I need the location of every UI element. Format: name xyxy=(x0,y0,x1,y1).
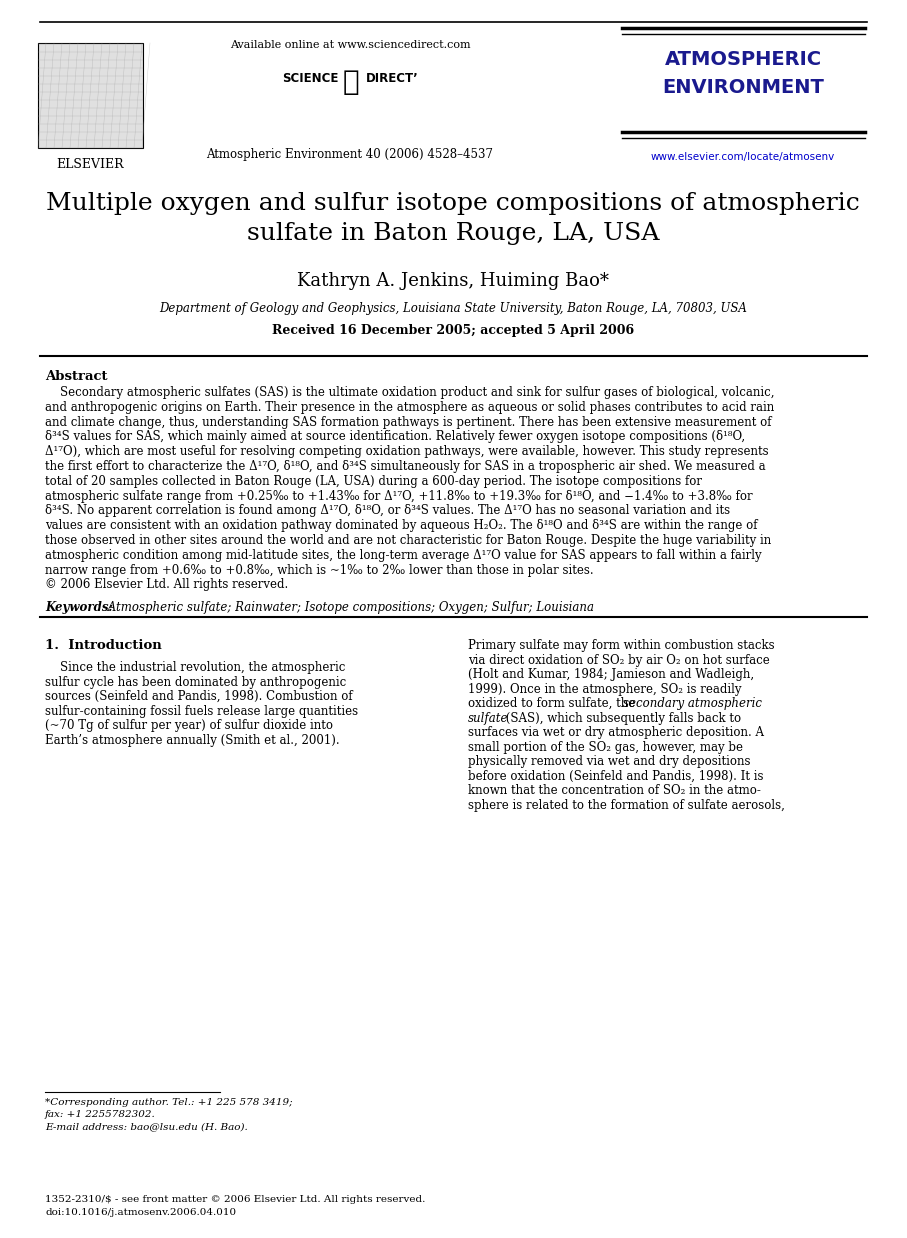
Text: narrow range from +0.6‰ to +0.8‰, which is ~1‰ to 2‰ lower than those in polar s: narrow range from +0.6‰ to +0.8‰, which … xyxy=(45,563,593,577)
Text: Keywords:: Keywords: xyxy=(45,602,112,614)
Text: ⓐ: ⓐ xyxy=(343,68,359,97)
Text: physically removed via wet and dry depositions: physically removed via wet and dry depos… xyxy=(468,755,750,769)
Text: atmospheric condition among mid-latitude sites, the long-term average Δ¹⁷O value: atmospheric condition among mid-latitude… xyxy=(45,548,762,562)
FancyBboxPatch shape xyxy=(38,43,143,149)
Text: Secondary atmospheric sulfates (SAS) is the ultimate oxidation product and sink : Secondary atmospheric sulfates (SAS) is … xyxy=(45,386,775,399)
Text: secondary atmospheric: secondary atmospheric xyxy=(623,697,762,711)
Text: Received 16 December 2005; accepted 5 April 2006: Received 16 December 2005; accepted 5 Ap… xyxy=(272,324,634,337)
Text: *Corresponding author. Tel.: +1 225 578 3419;: *Corresponding author. Tel.: +1 225 578 … xyxy=(45,1098,293,1107)
Text: 1.  Introduction: 1. Introduction xyxy=(45,639,161,652)
Text: sulfate in Baton Rouge, LA, USA: sulfate in Baton Rouge, LA, USA xyxy=(247,222,659,245)
Text: the first effort to characterize the Δ¹⁷O, δ¹⁸O, and δ³⁴S simultaneously for SAS: the first effort to characterize the Δ¹⁷… xyxy=(45,461,766,473)
Text: 1352-2310/$ - see front matter © 2006 Elsevier Ltd. All rights reserved.: 1352-2310/$ - see front matter © 2006 El… xyxy=(45,1195,425,1205)
Text: SCIENCE: SCIENCE xyxy=(282,72,338,85)
Text: Department of Geology and Geophysics, Louisiana State University, Baton Rouge, L: Department of Geology and Geophysics, Lo… xyxy=(159,302,747,314)
Text: sulfur-containing fossil fuels release large quantities: sulfur-containing fossil fuels release l… xyxy=(45,704,358,718)
Text: ATMOSPHERIC: ATMOSPHERIC xyxy=(665,50,822,69)
Text: δ³⁴S values for SAS, which mainly aimed at source identification. Relatively few: δ³⁴S values for SAS, which mainly aimed … xyxy=(45,431,746,443)
Text: sulfur cycle has been dominated by anthropogenic: sulfur cycle has been dominated by anthr… xyxy=(45,676,346,688)
Text: small portion of the SO₂ gas, however, may be: small portion of the SO₂ gas, however, m… xyxy=(468,740,743,754)
Text: Atmospheric Environment 40 (2006) 4528–4537: Atmospheric Environment 40 (2006) 4528–4… xyxy=(207,149,493,161)
Text: atmospheric sulfate range from +0.25‰ to +1.43‰ for Δ¹⁷O, +11.8‰ to +19.3‰ for δ: atmospheric sulfate range from +0.25‰ to… xyxy=(45,489,753,503)
Text: Atmospheric sulfate; Rainwater; Isotope compositions; Oxygen; Sulfur; Louisiana: Atmospheric sulfate; Rainwater; Isotope … xyxy=(104,602,594,614)
Text: Available online at www.sciencedirect.com: Available online at www.sciencedirect.co… xyxy=(229,40,471,50)
Text: E-mail address: bao@lsu.edu (H. Bao).: E-mail address: bao@lsu.edu (H. Bao). xyxy=(45,1122,248,1132)
Text: Primary sulfate may form within combustion stacks: Primary sulfate may form within combusti… xyxy=(468,639,775,652)
Text: 1999). Once in the atmosphere, SO₂ is readily: 1999). Once in the atmosphere, SO₂ is re… xyxy=(468,682,742,696)
Text: DIRECT’: DIRECT’ xyxy=(366,72,418,85)
Text: those observed in other sites around the world and are not characteristic for Ba: those observed in other sites around the… xyxy=(45,534,771,547)
Text: fax: +1 2255782302.: fax: +1 2255782302. xyxy=(45,1110,156,1119)
Text: before oxidation (Seinfeld and Pandis, 1998). It is: before oxidation (Seinfeld and Pandis, 1… xyxy=(468,770,764,782)
Text: Abstract: Abstract xyxy=(45,370,108,383)
Text: (Holt and Kumar, 1984; Jamieson and Wadleigh,: (Holt and Kumar, 1984; Jamieson and Wadl… xyxy=(468,669,754,681)
Text: and climate change, thus, understanding SAS formation pathways is pertinent. The: and climate change, thus, understanding … xyxy=(45,416,772,428)
Text: www.elsevier.com/locate/atmosenv: www.elsevier.com/locate/atmosenv xyxy=(651,152,835,162)
Text: via direct oxidation of SO₂ by air O₂ on hot surface: via direct oxidation of SO₂ by air O₂ on… xyxy=(468,654,770,667)
Text: oxidized to form sulfate, the: oxidized to form sulfate, the xyxy=(468,697,639,711)
Text: sulfate: sulfate xyxy=(468,712,509,724)
Text: known that the concentration of SO₂ in the atmo-: known that the concentration of SO₂ in t… xyxy=(468,784,761,797)
Text: ENVIRONMENT: ENVIRONMENT xyxy=(662,78,824,97)
Text: sources (Seinfeld and Pandis, 1998). Combustion of: sources (Seinfeld and Pandis, 1998). Com… xyxy=(45,691,353,703)
Text: (SAS), which subsequently falls back to: (SAS), which subsequently falls back to xyxy=(502,712,741,724)
Text: sphere is related to the formation of sulfate aerosols,: sphere is related to the formation of su… xyxy=(468,799,785,812)
Text: ELSEVIER: ELSEVIER xyxy=(56,158,124,171)
Text: Multiple oxygen and sulfur isotope compositions of atmospheric: Multiple oxygen and sulfur isotope compo… xyxy=(46,192,860,215)
Text: © 2006 Elsevier Ltd. All rights reserved.: © 2006 Elsevier Ltd. All rights reserved… xyxy=(45,578,288,592)
Text: surfaces via wet or dry atmospheric deposition. A: surfaces via wet or dry atmospheric depo… xyxy=(468,727,764,739)
Text: Δ¹⁷O), which are most useful for resolving competing oxidation pathways, were av: Δ¹⁷O), which are most useful for resolvi… xyxy=(45,446,768,458)
Text: total of 20 samples collected in Baton Rouge (LA, USA) during a 600-day period. : total of 20 samples collected in Baton R… xyxy=(45,475,702,488)
Text: Kathryn A. Jenkins, Huiming Bao*: Kathryn A. Jenkins, Huiming Bao* xyxy=(297,272,609,290)
Text: Earth’s atmosphere annually (Smith et al., 2001).: Earth’s atmosphere annually (Smith et al… xyxy=(45,734,339,747)
Text: δ³⁴S. No apparent correlation is found among Δ¹⁷O, δ¹⁸O, or δ³⁴S values. The Δ¹⁷: δ³⁴S. No apparent correlation is found a… xyxy=(45,504,730,517)
Text: Since the industrial revolution, the atmospheric: Since the industrial revolution, the atm… xyxy=(45,661,346,675)
Text: doi:10.1016/j.atmosenv.2006.04.010: doi:10.1016/j.atmosenv.2006.04.010 xyxy=(45,1208,236,1217)
Text: values are consistent with an oxidation pathway dominated by aqueous H₂O₂. The δ: values are consistent with an oxidation … xyxy=(45,519,757,532)
Text: (~70 Tg of sulfur per year) of sulfur dioxide into: (~70 Tg of sulfur per year) of sulfur di… xyxy=(45,719,333,732)
Text: and anthropogenic origins on Earth. Their presence in the atmosphere as aqueous : and anthropogenic origins on Earth. Thei… xyxy=(45,401,775,413)
